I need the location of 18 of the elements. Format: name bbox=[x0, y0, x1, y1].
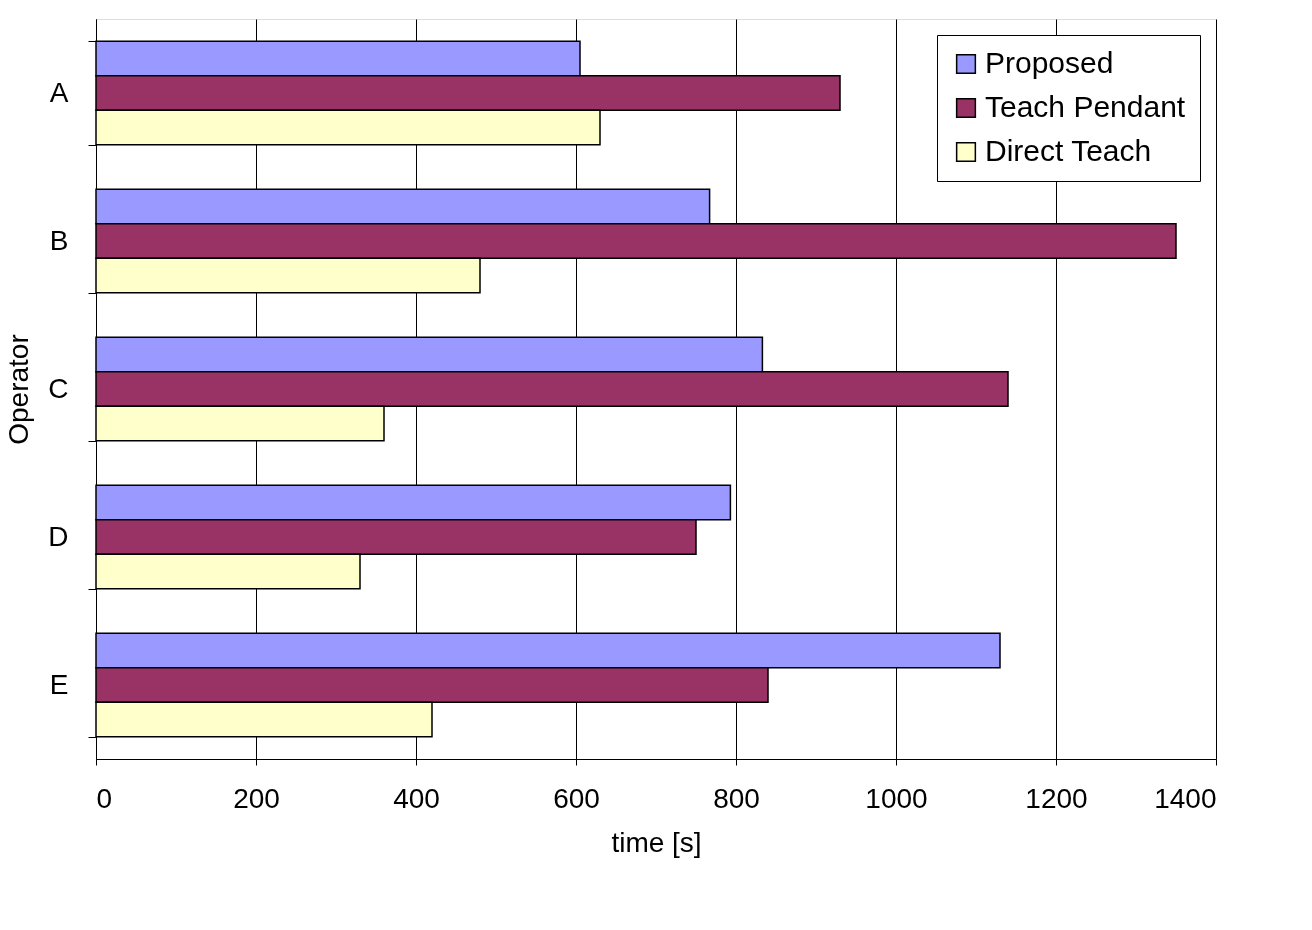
y-tick-label: D bbox=[48, 520, 69, 552]
legend-label: Proposed bbox=[985, 46, 1114, 79]
x-tick-label: 0 bbox=[96, 782, 113, 814]
legend-label: Direct Teach bbox=[985, 134, 1152, 167]
x-tick-label: 400 bbox=[393, 782, 440, 814]
x-tick-label: 600 bbox=[553, 782, 600, 814]
y-tick-label: A bbox=[49, 76, 69, 108]
x-tick-label: 1200 bbox=[1025, 782, 1088, 814]
x-tick-label: 1000 bbox=[865, 782, 928, 814]
y-tick-label: B bbox=[49, 224, 69, 256]
legend-label: Teach Pendant bbox=[985, 90, 1186, 123]
y-tick-label: E bbox=[49, 668, 69, 700]
x-tick-label: 800 bbox=[713, 782, 760, 814]
y-axis-title: Operator bbox=[3, 334, 35, 445]
y-tick-label: C bbox=[48, 372, 69, 404]
x-tick-label: 1400 bbox=[1154, 782, 1217, 814]
x-tick-label: 200 bbox=[233, 782, 280, 814]
x-axis-title: time [s] bbox=[611, 826, 702, 858]
